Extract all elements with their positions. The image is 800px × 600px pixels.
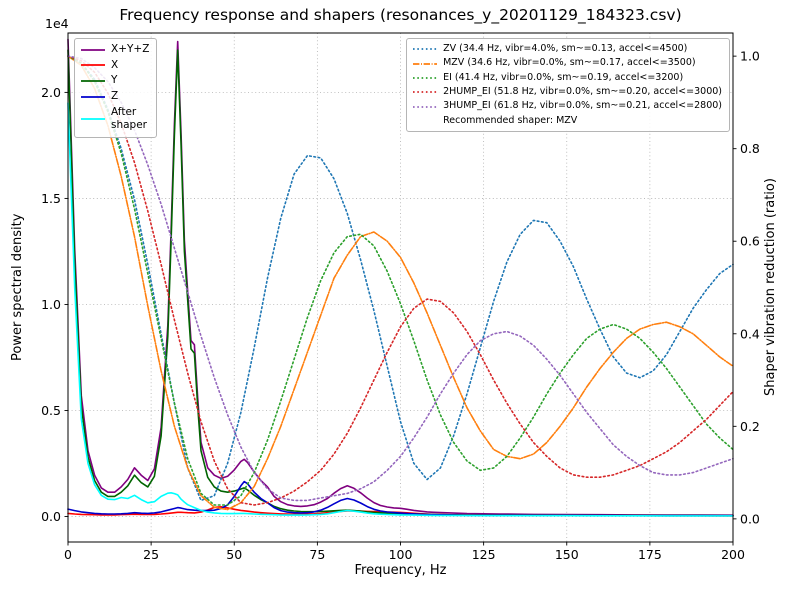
legend-entry-xyz: X+Y+Z (80, 43, 149, 57)
y-tick-label-right: 0.6 (740, 234, 760, 249)
y-tick-label-right: 1.0 (740, 49, 760, 64)
y-axis-label-right: Shaper vibration reduction (ratio) (763, 178, 778, 397)
legend-label-xyz: X+Y+Z (111, 43, 150, 55)
y-tick-label-right: 0.2 (740, 419, 760, 434)
legend-label-2hump_ei: 2HUMP_EI (51.8 Hz, vibr=0.0%, sm~=0.20, … (443, 86, 722, 98)
legend-entry-3hump_ei: 3HUMP_EI (61.8 Hz, vibr=0.0%, sm~=0.21, … (412, 100, 722, 112)
y-tick-label-left: 1.0 (41, 297, 61, 312)
legend-entry-x: X (80, 59, 149, 73)
y-tick-label-right: 0.4 (740, 326, 760, 341)
after_shaper-line-sample (81, 118, 105, 121)
xyz-line-sample (81, 48, 105, 51)
legend-entry-after_shaper: After shaper (80, 106, 149, 133)
legend-label-y: Y (111, 74, 118, 87)
y-tick-label-right: 0.0 (740, 511, 760, 526)
2hump_ei-line-sample (413, 91, 438, 94)
legend-label-3hump_ei: 3HUMP_EI (61.8 Hz, vibr=0.0%, sm~=0.21, … (443, 100, 722, 112)
chart-title: Frequency response and shapers (resonanc… (119, 6, 682, 24)
x-tick-label: 200 (721, 547, 745, 562)
legend-entry-zv: ZV (34.4 Hz, vibr=4.0%, sm~=0.13, accel<… (412, 43, 722, 55)
x-tick-label: 75 (309, 547, 325, 562)
curve-2hump_ei (67, 55, 734, 506)
y-axis-offset-text: 1e4 (45, 16, 69, 31)
legend-shapers: ZV (34.4 Hz, vibr=4.0%, sm~=0.13, accel<… (406, 38, 730, 133)
x-tick-label: 50 (226, 547, 242, 562)
mzv-line-sample (413, 62, 438, 65)
x-tick-label: 125 (472, 547, 496, 562)
y-tick-label-left: 0.5 (41, 403, 61, 418)
zv-line-sample (413, 48, 438, 51)
3hump_ei-line-sample (413, 105, 438, 108)
y-tick-label-left: 1.5 (41, 191, 61, 206)
legend-psd: X+Y+Z X Y Z After shaper (74, 38, 158, 138)
legend-entry-mzv: MZV (34.6 Hz, vibr=0.0%, sm~=0.17, accel… (412, 57, 722, 69)
recommended-line-sample (412, 115, 438, 127)
x-tick-label: 150 (555, 547, 579, 562)
curve-after_shaper (67, 102, 734, 517)
x-tick-label: 100 (389, 547, 413, 562)
legend-label-zv: ZV (34.4 Hz, vibr=4.0%, sm~=0.13, accel<… (443, 43, 688, 54)
legend-entry-recommended: Recommended shaper: MZV (412, 115, 722, 127)
curve-3hump_ei (67, 55, 734, 502)
legend-label-ei: EI (41.4 Hz, vibr=0.0%, sm~=0.19, accel<… (443, 71, 684, 83)
ei-line-sample (413, 77, 438, 79)
x-axis-label: Frequency, Hz (354, 563, 447, 578)
legend-entry-y: Y (80, 74, 149, 88)
legend-entry-ei: EI (41.4 Hz, vibr=0.0%, sm~=0.19, accel<… (412, 72, 722, 84)
curve-ei (67, 55, 734, 506)
x-tick-label: 175 (638, 547, 662, 562)
legend-label-z: Z (111, 89, 119, 102)
y-tick-label-left: 0.0 (41, 509, 61, 524)
legend-label-after_shaper: After shaper (111, 105, 148, 132)
y-tick-label-left: 2.0 (41, 85, 61, 100)
y-axis-label-left: Power spectral density (10, 213, 25, 362)
x-line-sample (81, 64, 105, 67)
curve-z (67, 480, 734, 517)
curve-mzv (67, 55, 734, 511)
legend-entry-z: Z (80, 90, 149, 104)
legend-label-mzv: MZV (34.6 Hz, vibr=0.0%, sm~=0.17, accel… (443, 57, 696, 69)
legend-label-recommended: Recommended shaper: MZV (443, 114, 578, 126)
y-tick-label-right: 0.8 (740, 141, 760, 156)
legend-entry-2hump_ei: 2HUMP_EI (51.8 Hz, vibr=0.0%, sm~=0.20, … (412, 86, 722, 98)
x-tick-label: 25 (143, 547, 159, 562)
z-line-sample (81, 95, 105, 98)
legend-label-x: X (111, 58, 119, 71)
y-line-sample (81, 80, 105, 82)
x-tick-label: 0 (64, 547, 72, 562)
